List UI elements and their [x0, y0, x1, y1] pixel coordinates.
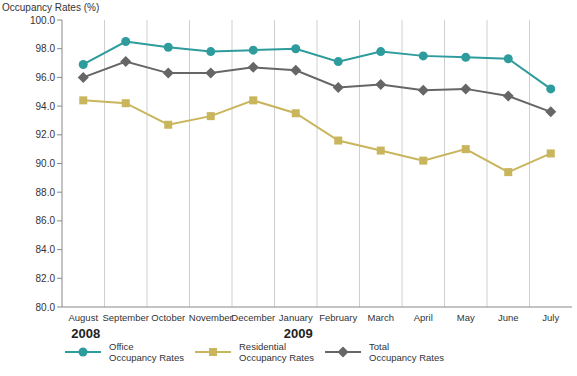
data-point: [419, 51, 428, 60]
x-axis: [62, 307, 572, 308]
x-tick-label: July: [542, 312, 559, 323]
y-tick-label: 96.0: [36, 72, 56, 83]
series-line: [83, 62, 551, 112]
data-point: [462, 145, 470, 153]
x-tick-label: June: [498, 312, 519, 323]
chart: Occupancy Rates (%) 80.0 82.0 84.0 86.0 88.0 9…: [0, 0, 577, 376]
x-tick-label: January: [279, 312, 313, 323]
data-point: [291, 44, 300, 53]
plot-area: [78, 37, 557, 176]
y-tick-label: 80.0: [36, 302, 56, 313]
y-tick: [57, 134, 62, 135]
data-point: [164, 43, 173, 52]
data-point: [249, 96, 257, 104]
x-tick-label: May: [457, 312, 475, 323]
data-point: [120, 56, 131, 67]
y-tick: [57, 307, 62, 308]
data-point: [207, 112, 215, 120]
grid-line: [104, 20, 105, 307]
data-point: [79, 60, 88, 69]
data-point: [418, 85, 429, 96]
y-tick-label: 86.0: [36, 215, 56, 226]
grid-line: [444, 20, 445, 307]
data-point: [78, 72, 89, 83]
y-tick-label: 84.0: [36, 244, 56, 255]
data-point: [249, 46, 258, 55]
data-point: [333, 82, 344, 93]
y-tick: [57, 48, 62, 49]
y-tick: [57, 163, 62, 164]
data-point: [547, 149, 555, 157]
data-point: [334, 57, 343, 66]
x-tick-label: February: [319, 312, 357, 323]
data-point: [164, 121, 172, 129]
grid-line: [402, 20, 403, 307]
data-point: [546, 84, 555, 93]
legend: OfficeOccupancy Rates ResidentialOccupanc…: [65, 341, 444, 363]
x-tick-label: October: [151, 312, 185, 323]
y-tick: [57, 106, 62, 107]
data-point: [248, 62, 259, 73]
data-point: [206, 47, 215, 56]
legend-label: TotalOccupancy Rates: [369, 341, 444, 363]
data-point: [504, 54, 513, 63]
y-tick: [57, 278, 62, 279]
data-point: [79, 96, 87, 104]
grid-line: [232, 20, 233, 307]
data-point: [163, 68, 174, 79]
series-line: [83, 42, 551, 89]
data-point: [205, 68, 216, 79]
x-tick-label: September: [103, 312, 149, 323]
y-axis: [62, 20, 63, 307]
grid-line: [317, 20, 318, 307]
year-label: 2008: [71, 326, 100, 341]
data-point: [290, 65, 301, 76]
data-point: [504, 168, 512, 176]
data-point: [122, 99, 130, 107]
data-point: [377, 147, 385, 155]
y-tick-label: 94.0: [36, 101, 56, 112]
y-tick: [57, 77, 62, 78]
x-tick-label: December: [231, 312, 275, 323]
grid-line: [189, 20, 190, 307]
legend-marker: [209, 348, 217, 356]
data-point: [503, 91, 514, 102]
grid-line: [359, 20, 360, 307]
y-tick: [57, 20, 62, 21]
legend-marker: [79, 348, 88, 357]
y-tick-label: 82.0: [36, 273, 56, 284]
data-point: [375, 79, 386, 90]
year-label: 2009: [284, 326, 313, 341]
data-point: [292, 109, 300, 117]
y-tick-label: 92.0: [36, 129, 56, 140]
grid-line: [487, 20, 488, 307]
data-point: [460, 83, 471, 94]
legend-label: ResidentialOccupancy Rates: [239, 341, 314, 363]
grid-line: [147, 20, 148, 307]
y-tick-label: 88.0: [36, 187, 56, 198]
y-tick: [57, 220, 62, 221]
y-tick-label: 98.0: [36, 43, 56, 54]
x-tick-label: November: [189, 312, 233, 323]
y-tick: [57, 249, 62, 250]
y-tick-label: 100.0: [30, 15, 55, 26]
data-point: [376, 47, 385, 56]
data-point: [419, 157, 427, 165]
data-point: [334, 137, 342, 145]
data-point: [545, 106, 556, 117]
series-line: [83, 100, 551, 172]
legend-label: OfficeOccupancy Rates: [109, 341, 184, 363]
data-point: [461, 53, 470, 62]
x-tick-label: April: [414, 312, 433, 323]
x-tick-label: August: [68, 312, 98, 323]
grid-line: [274, 20, 275, 307]
data-point: [121, 37, 130, 46]
y-tick: [57, 192, 62, 193]
x-tick-label: March: [368, 312, 394, 323]
y-tick-label: 90.0: [36, 158, 56, 169]
legend-marker: [338, 347, 349, 358]
y-axis-title: Occupancy Rates (%): [2, 2, 99, 13]
